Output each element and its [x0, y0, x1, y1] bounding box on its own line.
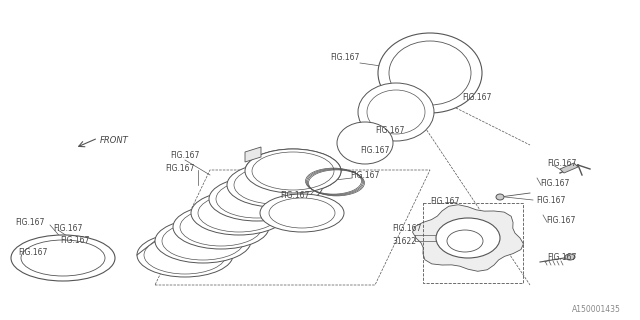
Ellipse shape [358, 83, 434, 141]
Ellipse shape [565, 254, 575, 260]
Text: FIG.167: FIG.167 [375, 125, 404, 134]
Ellipse shape [216, 180, 298, 218]
Polygon shape [413, 205, 524, 271]
Ellipse shape [245, 149, 341, 193]
Polygon shape [245, 147, 261, 162]
Ellipse shape [496, 194, 504, 200]
Ellipse shape [155, 219, 251, 263]
Text: A150001435: A150001435 [572, 306, 621, 315]
Ellipse shape [209, 177, 305, 221]
Text: FIG.167: FIG.167 [540, 179, 570, 188]
Ellipse shape [173, 205, 269, 249]
Text: FIG.167: FIG.167 [53, 223, 83, 233]
Ellipse shape [245, 149, 341, 193]
Text: FRONT: FRONT [100, 136, 129, 145]
Ellipse shape [144, 236, 226, 274]
Text: FIG.167: FIG.167 [547, 253, 577, 262]
Text: FIG.167: FIG.167 [280, 190, 309, 199]
Ellipse shape [252, 152, 334, 190]
Text: FIG.167: FIG.167 [60, 236, 90, 244]
Text: FIG.167: FIG.167 [18, 247, 47, 257]
Text: FIG.167: FIG.167 [350, 171, 380, 180]
Ellipse shape [260, 194, 344, 232]
Text: FIG.167: FIG.167 [546, 215, 575, 225]
Ellipse shape [180, 208, 262, 246]
Ellipse shape [21, 240, 105, 276]
Text: FIG.167: FIG.167 [15, 218, 44, 227]
Ellipse shape [436, 218, 500, 258]
Text: 31622: 31622 [392, 236, 416, 245]
Ellipse shape [367, 90, 425, 134]
Ellipse shape [234, 166, 316, 204]
Ellipse shape [389, 41, 471, 105]
Ellipse shape [378, 33, 482, 113]
Text: FIG.167: FIG.167 [165, 164, 195, 172]
Polygon shape [560, 163, 578, 173]
Ellipse shape [198, 194, 280, 232]
Ellipse shape [337, 122, 393, 164]
Ellipse shape [447, 230, 483, 252]
Text: FIG.167: FIG.167 [462, 92, 492, 101]
Text: FIG.167: FIG.167 [330, 52, 360, 61]
Text: FIG.167: FIG.167 [170, 150, 200, 159]
Ellipse shape [137, 233, 233, 277]
Text: FIG.167: FIG.167 [430, 196, 460, 205]
Text: FIG.167: FIG.167 [547, 158, 577, 167]
Ellipse shape [191, 191, 287, 235]
Ellipse shape [269, 198, 335, 228]
Text: FIG.167: FIG.167 [536, 196, 565, 204]
Text: FIG.167: FIG.167 [392, 223, 421, 233]
Text: FIG.167: FIG.167 [360, 146, 389, 155]
Ellipse shape [162, 222, 244, 260]
Ellipse shape [227, 163, 323, 207]
Ellipse shape [11, 235, 115, 281]
